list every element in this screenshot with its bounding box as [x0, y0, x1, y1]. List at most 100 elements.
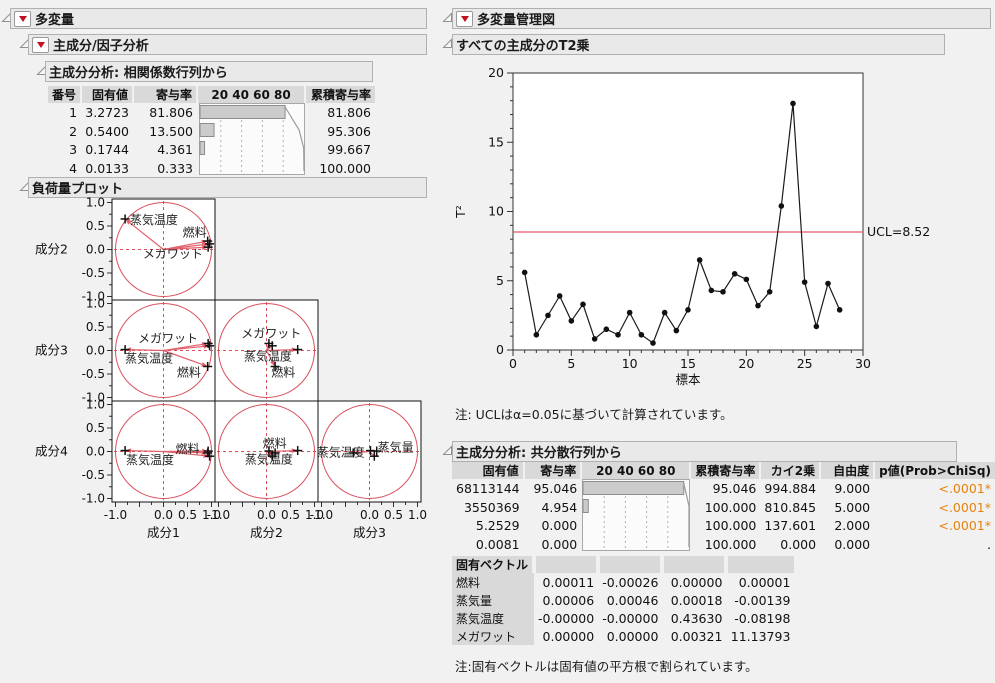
data-point[interactable] — [778, 203, 785, 209]
column-header: 累積寄与率 — [689, 462, 761, 479]
data-point[interactable] — [696, 257, 703, 263]
svg-text:1.0: 1.0 — [86, 297, 105, 311]
variable-label: 蒸気温度 — [130, 212, 178, 227]
ucl-label: UCL=8.52 — [867, 224, 930, 239]
table-row[interactable]: 0.0081 0.000 100.000 0.000 0.000. — [452, 535, 995, 554]
pca-corr-table-header: 番号 固有値 寄与率 20 40 60 80 累積寄与率 — [48, 86, 376, 103]
table-row[interactable]: 4 0.0133 0.333 100.000 — [69, 161, 372, 177]
table-row[interactable]: 3 0.1744 4.361 99.667 — [69, 142, 372, 158]
disclosure-icon[interactable] — [442, 12, 453, 23]
svg-text:20: 20 — [738, 356, 754, 371]
variable-label: 蒸気量 — [452, 591, 535, 609]
data-point[interactable] — [580, 301, 586, 308]
data-point[interactable] — [603, 326, 610, 333]
data-point[interactable] — [813, 323, 820, 330]
data-point[interactable] — [626, 309, 633, 316]
data-point[interactable] — [755, 302, 761, 309]
data-point[interactable] — [615, 331, 621, 338]
data-point[interactable] — [790, 100, 796, 107]
data-point[interactable] — [545, 312, 551, 319]
table-row[interactable]: 蒸気温度 -0.00000 -0.00000 0.43630 -0.08198 — [452, 609, 794, 627]
scree-bar — [582, 499, 590, 513]
data-point[interactable] — [568, 318, 575, 324]
data-point[interactable] — [638, 331, 645, 338]
variable-label: 蒸気温度 — [125, 350, 173, 365]
scree-bar — [199, 105, 286, 119]
variable-label: 蒸気温度 — [244, 349, 292, 364]
plot-area — [512, 72, 864, 351]
disclosure-icon[interactable] — [442, 38, 453, 49]
eigenvector-table: 固有ベクトル 燃料 0.00011 -0.00026 0.00000 0.00001 蒸気… — [452, 556, 795, 645]
svg-text:0.0: 0.0 — [86, 344, 105, 358]
column-header: 寄与率 — [522, 462, 582, 479]
svg-text:15: 15 — [680, 356, 696, 371]
svg-text:0.0: 0.0 — [86, 243, 105, 257]
red-triangle-menu-icon[interactable] — [456, 10, 473, 27]
table-row[interactable]: 5.2529 0.000 100.000 137.601 2.000 <.0001* — [452, 517, 995, 536]
data-point[interactable] — [743, 276, 750, 283]
svg-text:0.0: 0.0 — [360, 508, 379, 522]
svg-text:-1.0: -1.0 — [82, 492, 105, 506]
t2-chart-title: すべての主成分のT2乗 — [456, 39, 590, 54]
scree-bar — [199, 123, 215, 137]
x-axis-label: 標本 — [675, 372, 701, 387]
data-point[interactable] — [766, 289, 773, 295]
table-row[interactable]: 蒸気量 0.00006 0.00046 0.00018 -0.00139 — [452, 591, 794, 609]
outline-bar-t2-title[interactable]: すべての主成分のT2乗 — [452, 34, 945, 55]
eigenvector-note: 注:固有ベクトルは固有値の平方根で割られています。 — [455, 659, 758, 674]
loading-arrow — [125, 449, 164, 453]
outline-bar-loading-plot[interactable]: 負荷量プロット — [28, 177, 427, 198]
outline-title-multivariate: 多変量 — [35, 13, 75, 28]
data-point[interactable] — [825, 280, 831, 287]
variable-label: メガワット — [138, 331, 198, 345]
data-point[interactable] — [731, 271, 738, 277]
svg-text:1.0: 1.0 — [305, 508, 324, 522]
outline-bar-pca-covariance[interactable]: 主成分分析: 共分散行列から — [452, 441, 957, 462]
data-point[interactable] — [650, 340, 656, 346]
outline-bar-principal-components[interactable]: 主成分/因子分析 — [28, 34, 427, 55]
column-header: 自由度 — [819, 462, 875, 479]
data-point[interactable] — [685, 307, 691, 313]
scree-bar — [582, 481, 685, 495]
red-triangle-menu-icon[interactable] — [14, 10, 31, 27]
red-triangle-glyph — [36, 41, 45, 48]
data-point[interactable] — [533, 331, 540, 338]
data-point[interactable] — [836, 307, 843, 313]
col-axis-label: 成分1 — [147, 525, 180, 540]
data-point[interactable] — [720, 289, 726, 295]
svg-text:-1.0: -1.0 — [104, 508, 127, 522]
data-point[interactable] — [673, 327, 680, 334]
outline-bar-control-chart[interactable]: 多変量管理図 — [452, 8, 991, 29]
data-point[interactable] — [591, 336, 598, 342]
table-row[interactable]: 燃料 0.00011 -0.00026 0.00000 0.00001 — [452, 573, 794, 591]
svg-text:0.5: 0.5 — [86, 320, 105, 334]
table-row[interactable]: 3550369 4.954 100.000 810.845 5.000 <.0001* — [452, 498, 995, 517]
variable-label: 蒸気温度 — [126, 452, 174, 467]
table-row[interactable]: 2 0.5400 13.500 95.306 — [69, 123, 372, 139]
svg-text:0: 0 — [496, 342, 504, 357]
p-value: . — [987, 537, 991, 553]
table-row[interactable]: 1 3.2723 81.806 81.806 — [48, 103, 375, 175]
svg-text:10: 10 — [488, 204, 504, 219]
variable-label: 蒸気温度 — [245, 451, 293, 466]
data-point[interactable] — [708, 287, 715, 294]
table-row[interactable]: メガワット 0.00000 0.00000 0.00321 11.13793 — [452, 627, 794, 645]
red-triangle-menu-icon[interactable] — [32, 36, 49, 53]
pca-corr-eigenvalue-table: 番号 固有値 寄与率 20 40 60 80 累積寄与率 1 3.2723 81.806 81… — [48, 86, 376, 178]
data-point[interactable] — [556, 293, 563, 299]
loading-arrow — [163, 246, 209, 251]
variable-label: 蒸気量 — [378, 440, 414, 455]
svg-text:25: 25 — [797, 356, 813, 371]
variable-label: メガワット — [452, 627, 535, 645]
variable-label: 燃料 — [452, 573, 535, 591]
data-point[interactable] — [801, 279, 808, 285]
table-row[interactable]: 68113144 95.046 95.046 994.884 9.000 <.0001* — [452, 479, 995, 551]
svg-text:-1.0: -1.0 — [310, 508, 333, 522]
data-point[interactable] — [661, 309, 668, 316]
data-point[interactable] — [521, 269, 528, 276]
outline-bar-pca-correlation[interactable]: 主成分分析: 相関係数行列から — [45, 61, 373, 82]
outline-bar-multivariate[interactable]: 多変量 — [10, 8, 427, 29]
variable-label: 燃料 — [271, 365, 295, 380]
t2-series-line — [524, 103, 841, 345]
disclosure-icon[interactable] — [442, 445, 453, 456]
